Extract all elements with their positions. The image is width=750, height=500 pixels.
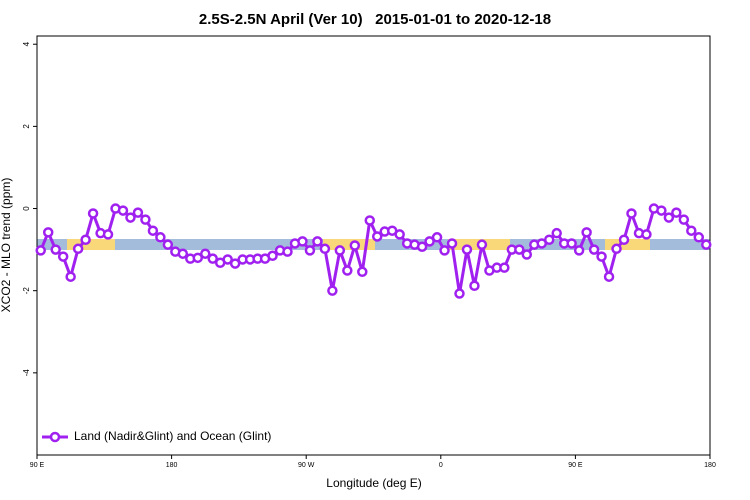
data-point bbox=[102, 229, 114, 240]
chart-title: 2.5S-2.5N April (Ver 10) 2015-01-01 to 2… bbox=[199, 11, 551, 28]
y-axis-label: XCO2 - MLO trend (ppm) bbox=[0, 178, 13, 313]
data-point bbox=[439, 245, 450, 256]
data-point bbox=[588, 244, 600, 255]
data-point bbox=[499, 262, 510, 273]
data-point bbox=[656, 205, 667, 216]
data-point bbox=[72, 243, 84, 255]
data-point bbox=[626, 208, 637, 219]
x-axis-label: Longitude (deg E) bbox=[326, 476, 421, 490]
data-point bbox=[207, 253, 218, 264]
data-point bbox=[618, 234, 630, 245]
data-point bbox=[80, 234, 91, 245]
data-point bbox=[394, 229, 405, 240]
data-point bbox=[177, 248, 189, 259]
land-band bbox=[67, 239, 115, 250]
data-point bbox=[334, 245, 346, 256]
data-point bbox=[543, 234, 555, 245]
data-point bbox=[342, 265, 353, 276]
data-point bbox=[424, 236, 435, 247]
data-point bbox=[596, 251, 607, 262]
x-tick-label: 90 W bbox=[298, 462, 315, 469]
y-tick-label: 4 bbox=[22, 41, 31, 46]
data-point bbox=[416, 241, 428, 252]
data-point bbox=[686, 225, 697, 236]
data-point bbox=[140, 214, 151, 225]
data-point bbox=[297, 236, 308, 247]
legend-label: Land (Nadir&Glint) and Ocean (Glint) bbox=[74, 429, 271, 443]
data-point bbox=[573, 245, 585, 256]
data-point bbox=[282, 246, 293, 257]
data-point bbox=[678, 214, 690, 225]
data-point bbox=[87, 208, 99, 219]
data-point bbox=[222, 254, 233, 265]
data-point bbox=[693, 232, 705, 243]
data-point bbox=[117, 205, 129, 216]
y-tick-label: -4 bbox=[22, 369, 31, 377]
data-point bbox=[461, 244, 473, 255]
legend-marker bbox=[49, 431, 61, 443]
data-point bbox=[357, 266, 368, 278]
data-point bbox=[65, 271, 76, 282]
data-point bbox=[42, 227, 54, 238]
x-tick-label: 180 bbox=[166, 462, 178, 469]
data-point bbox=[611, 243, 622, 255]
y-tick-label: -2 bbox=[22, 287, 31, 295]
data-point bbox=[132, 207, 144, 218]
data-point bbox=[431, 232, 443, 243]
data-point bbox=[603, 271, 615, 282]
data-point bbox=[319, 243, 331, 255]
data-point bbox=[304, 245, 316, 256]
data-point bbox=[349, 240, 361, 251]
land-band bbox=[605, 239, 650, 250]
y-tick-label: 0 bbox=[22, 206, 31, 211]
surface-band bbox=[37, 239, 710, 250]
data-point bbox=[663, 212, 675, 223]
data-point bbox=[476, 239, 488, 250]
data-point bbox=[454, 288, 465, 299]
data-point bbox=[155, 232, 166, 243]
data-point bbox=[469, 280, 480, 292]
data-point bbox=[701, 239, 712, 250]
data-point bbox=[147, 225, 159, 236]
data-point bbox=[514, 244, 525, 255]
y-tick-label: 2 bbox=[22, 124, 31, 129]
data-point bbox=[671, 207, 682, 218]
data-point bbox=[566, 238, 577, 249]
data-point bbox=[312, 236, 323, 247]
data-point bbox=[50, 244, 61, 255]
data-point bbox=[581, 227, 592, 238]
data-point bbox=[200, 248, 211, 259]
data-point bbox=[327, 285, 338, 296]
data-point bbox=[551, 227, 562, 239]
x-tick-label: 180 bbox=[704, 462, 716, 469]
data-point bbox=[35, 245, 46, 256]
data-point bbox=[125, 212, 136, 223]
data-point bbox=[641, 229, 652, 240]
data-point bbox=[446, 238, 458, 249]
data-point bbox=[364, 215, 376, 226]
land-band bbox=[323, 239, 375, 250]
data-point bbox=[267, 250, 278, 262]
data-point bbox=[229, 258, 241, 269]
data-point bbox=[521, 249, 533, 260]
x-tick-label: 90 E bbox=[568, 462, 583, 469]
x-tick-label: 0 bbox=[439, 462, 443, 469]
data-point bbox=[57, 251, 69, 262]
data-point bbox=[192, 252, 204, 264]
data-point bbox=[371, 231, 383, 242]
x-tick-label: 90 E bbox=[30, 462, 45, 469]
data-point bbox=[162, 239, 174, 250]
